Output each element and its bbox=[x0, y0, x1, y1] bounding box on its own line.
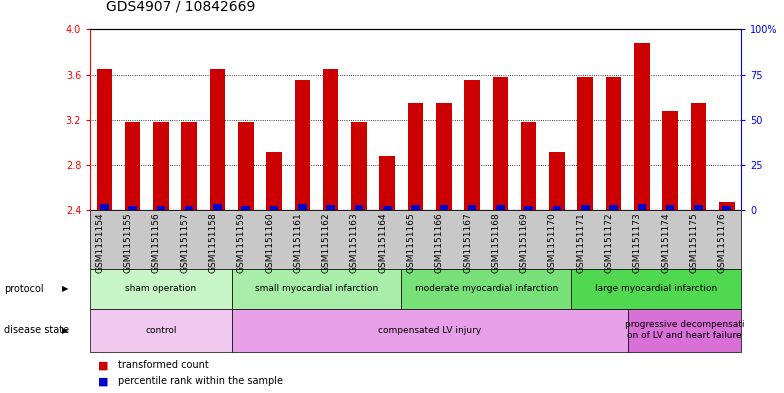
Text: GSM1151166: GSM1151166 bbox=[435, 212, 444, 273]
Text: ▶: ▶ bbox=[62, 285, 68, 293]
Text: GSM1151172: GSM1151172 bbox=[604, 212, 614, 273]
Text: ■: ■ bbox=[98, 360, 108, 371]
Text: GSM1151164: GSM1151164 bbox=[378, 212, 387, 273]
Bar bbox=[637, 204, 646, 210]
Text: GSM1151160: GSM1151160 bbox=[265, 212, 274, 273]
Text: GSM1151161: GSM1151161 bbox=[293, 212, 303, 273]
Text: GSM1151158: GSM1151158 bbox=[209, 212, 217, 273]
Bar bbox=[521, 122, 536, 210]
Bar bbox=[354, 205, 363, 210]
Bar bbox=[606, 77, 622, 210]
Bar bbox=[662, 111, 678, 210]
Bar bbox=[609, 205, 618, 210]
Bar bbox=[323, 69, 339, 210]
Text: transformed count: transformed count bbox=[118, 360, 209, 371]
Bar bbox=[492, 77, 508, 210]
Text: GSM1151170: GSM1151170 bbox=[548, 212, 557, 273]
Text: GSM1151165: GSM1151165 bbox=[407, 212, 416, 273]
Text: GSM1151176: GSM1151176 bbox=[717, 212, 727, 273]
Text: GSM1151159: GSM1151159 bbox=[237, 212, 245, 273]
Bar bbox=[157, 206, 165, 210]
Bar bbox=[241, 206, 250, 210]
Bar bbox=[464, 80, 480, 210]
Bar bbox=[436, 103, 452, 210]
Bar bbox=[100, 204, 109, 210]
Bar bbox=[213, 204, 222, 210]
Bar bbox=[691, 103, 706, 210]
Bar bbox=[722, 206, 731, 210]
Text: percentile rank within the sample: percentile rank within the sample bbox=[118, 376, 282, 386]
Text: sham operation: sham operation bbox=[125, 285, 197, 293]
Bar bbox=[267, 152, 281, 210]
Text: ▶: ▶ bbox=[62, 326, 68, 334]
Bar bbox=[578, 77, 593, 210]
Text: progressive decompensati
on of LV and heart failure: progressive decompensati on of LV and he… bbox=[625, 320, 744, 340]
Bar bbox=[440, 205, 448, 210]
Text: GSM1151162: GSM1151162 bbox=[321, 212, 331, 273]
Text: GSM1151154: GSM1151154 bbox=[96, 212, 104, 273]
Text: GSM1151168: GSM1151168 bbox=[492, 212, 500, 273]
Bar bbox=[694, 205, 702, 210]
Text: GDS4907 / 10842669: GDS4907 / 10842669 bbox=[106, 0, 256, 14]
Text: disease state: disease state bbox=[4, 325, 69, 335]
Bar bbox=[524, 206, 533, 210]
Bar bbox=[666, 205, 674, 210]
Text: GSM1151167: GSM1151167 bbox=[463, 212, 472, 273]
Text: GSM1151171: GSM1151171 bbox=[576, 212, 586, 273]
Bar bbox=[298, 204, 307, 210]
Text: GSM1151175: GSM1151175 bbox=[689, 212, 699, 273]
Bar bbox=[408, 103, 423, 210]
Text: GSM1151169: GSM1151169 bbox=[520, 212, 528, 273]
Text: control: control bbox=[145, 326, 176, 334]
Bar bbox=[383, 206, 391, 210]
Bar bbox=[553, 206, 561, 210]
Bar bbox=[351, 122, 367, 210]
Bar bbox=[550, 152, 564, 210]
Text: moderate myocardial infarction: moderate myocardial infarction bbox=[415, 285, 558, 293]
Text: ■: ■ bbox=[98, 376, 108, 386]
Bar bbox=[129, 206, 137, 210]
Bar bbox=[412, 205, 419, 210]
Bar bbox=[634, 43, 650, 210]
Text: GSM1151156: GSM1151156 bbox=[152, 212, 161, 273]
Text: protocol: protocol bbox=[4, 284, 44, 294]
Bar bbox=[270, 206, 278, 210]
Bar bbox=[185, 206, 194, 210]
Bar bbox=[125, 122, 140, 210]
Text: large myocardial infarction: large myocardial infarction bbox=[595, 285, 717, 293]
Text: compensated LV injury: compensated LV injury bbox=[378, 326, 481, 334]
Bar bbox=[468, 205, 477, 210]
Text: GSM1151163: GSM1151163 bbox=[350, 212, 359, 273]
Text: small myocardial infarction: small myocardial infarction bbox=[255, 285, 378, 293]
Bar bbox=[209, 69, 225, 210]
Bar bbox=[295, 80, 310, 210]
Bar bbox=[581, 205, 590, 210]
Bar bbox=[238, 122, 253, 210]
Bar bbox=[96, 69, 112, 210]
Bar bbox=[326, 205, 335, 210]
Bar bbox=[496, 205, 505, 210]
Bar bbox=[719, 202, 735, 210]
Text: GSM1151155: GSM1151155 bbox=[124, 212, 132, 273]
Text: GSM1151157: GSM1151157 bbox=[180, 212, 189, 273]
Text: GSM1151173: GSM1151173 bbox=[633, 212, 642, 273]
Bar bbox=[181, 122, 197, 210]
Text: GSM1151174: GSM1151174 bbox=[661, 212, 670, 273]
Bar bbox=[379, 156, 395, 210]
Bar bbox=[153, 122, 169, 210]
